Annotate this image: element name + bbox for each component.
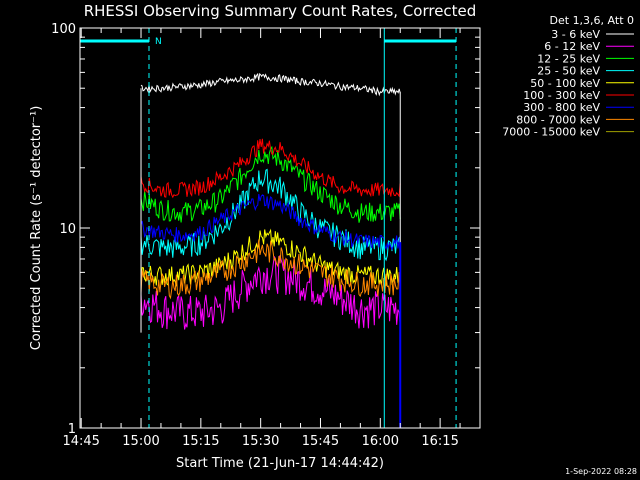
series-line	[140, 255, 401, 330]
legend-title: Det 1,3,6, Att 0	[550, 14, 634, 27]
legend-entry-label: 800 - 7000 keV	[516, 113, 600, 126]
series-line	[140, 239, 401, 300]
series-line	[140, 193, 401, 251]
night-interval-label: N	[155, 37, 162, 47]
y-tick-label: 1	[68, 422, 76, 437]
x-tick-label: 15:00	[122, 434, 159, 449]
x-tick-label: 15:30	[242, 434, 279, 449]
series-line	[140, 168, 401, 262]
x-tick-label: 16:15	[421, 434, 458, 449]
chart-title: RHESSI Observing Summary Count Rates, Co…	[84, 2, 477, 20]
x-axis-label: Start Time (21-Jun-17 14:44:42)	[176, 456, 384, 471]
legend-entry-label: 7000 - 15000 keV	[502, 126, 600, 139]
x-tick-label: 15:15	[182, 434, 219, 449]
legend-entry-label: 50 - 100 keV	[530, 77, 600, 90]
series-layer	[140, 72, 402, 428]
legend-entry-label: 300 - 800 keV	[523, 101, 600, 114]
series-line-3-6kev	[140, 72, 401, 97]
y-tick-label: 10	[59, 222, 76, 237]
date-stamp: 1-Sep-2022 08:28	[565, 467, 637, 476]
y-axis-label: Corrected Count Rate (s⁻¹ detector⁻¹)	[29, 106, 44, 351]
legend-entry-label: 100 - 300 keV	[523, 89, 600, 102]
x-tick-label: 14:45	[62, 434, 99, 449]
x-tick-label: 16:00	[362, 434, 399, 449]
legend-entry-label: 3 - 6 keV	[551, 28, 600, 41]
x-tick-label: 15:45	[302, 434, 339, 449]
y-axis: 1 10 100	[51, 22, 480, 437]
legend-entry-label: 6 - 12 keV	[544, 40, 600, 53]
y-tick-label: 100	[51, 22, 76, 37]
x-axis: 14:45 15:00 15:15 15:30 15:45 16:00 16:15	[62, 28, 481, 449]
legend-entry-label: 12 - 25 keV	[537, 52, 600, 65]
legend-entry-label: 25 - 50 keV	[537, 65, 600, 78]
series-line	[140, 138, 401, 199]
